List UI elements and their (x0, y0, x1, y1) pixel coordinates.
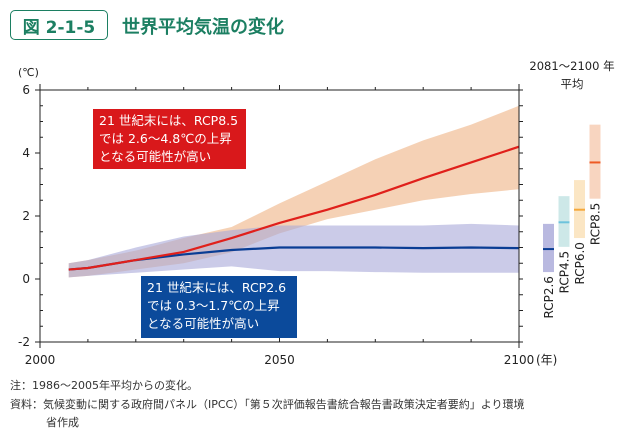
band-rcp85 (68, 105, 520, 278)
period-title: 2081〜2100 年 (529, 59, 614, 73)
period-label: RCP8.5 (589, 203, 603, 245)
period-label: RCP2.6 (542, 276, 556, 318)
x-tick-label: 2050 (264, 353, 295, 367)
figure-title: 世界平均気温の変化 (122, 17, 284, 38)
annotation-line: 21 世紀末には、RCP2.6 (147, 280, 287, 295)
y-tick-label: -2 (18, 335, 30, 349)
y-tick-label: 2 (22, 209, 30, 223)
annotation-line: 21 世紀末には、RCP8.5 (99, 113, 239, 128)
rcp26-annotation: 21 世紀末には、RCP2.6 では 0.3〜1.7℃の上昇 となる可能性が高い (141, 276, 297, 338)
y-axis-label: (℃) (18, 66, 39, 79)
period-label: RCP6.0 (573, 242, 587, 284)
line-rcp85 (68, 145, 520, 271)
x-tick-label: 2000 (25, 353, 56, 367)
note: 注：1986〜2005年平均からの変化。 (10, 379, 198, 392)
annotation-line: では 0.3〜1.7℃の上昇 (147, 298, 280, 313)
annotation-line: となる可能性が高い (99, 149, 212, 164)
period-label: RCP4.5 (558, 251, 572, 293)
period-bar-rcp26 (543, 223, 554, 273)
annotation-line: では 2.6〜4.8℃の上昇 (99, 131, 232, 146)
rcp85-annotation: 21 世紀末には、RCP8.5 では 2.6〜4.8℃の上昇 となる可能性が高い (93, 109, 246, 169)
band-rcp26 (68, 223, 520, 278)
y-tick-label: 0 (22, 272, 30, 286)
period-title: 平均 (561, 77, 584, 91)
figure-number-badge: 図 2-1-5 (10, 10, 108, 40)
annotation-line: となる可能性が高い (147, 316, 260, 331)
x-axis-label: (年) (536, 353, 557, 367)
y-tick-label: 6 (22, 83, 30, 97)
y-tick-label: 4 (22, 146, 30, 160)
source: 資料：気候変動に関する政府間パネル（IPCC）「第５次評価報告書統合報告書政策決… (10, 398, 525, 411)
x-tick-label: 2100 (504, 353, 535, 367)
source-continued: 省作成 (46, 416, 79, 429)
